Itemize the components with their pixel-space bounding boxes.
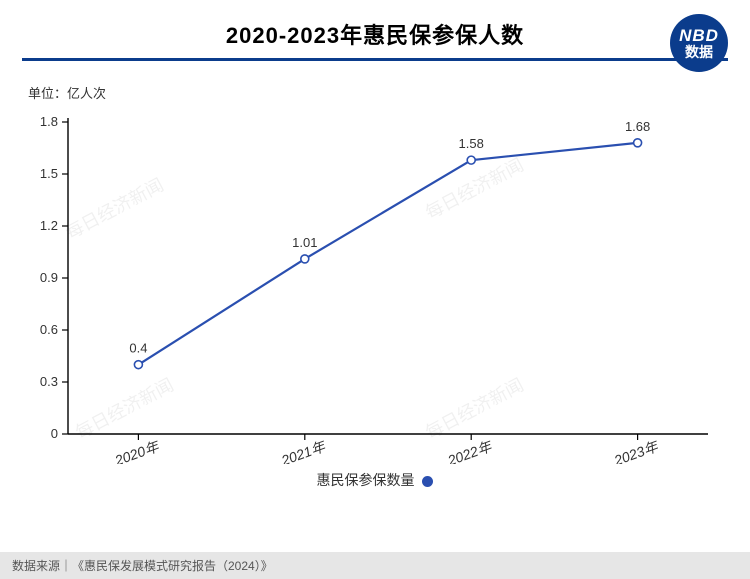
legend-label: 惠民保参保数量 [317,472,415,488]
data-point-label: 1.58 [459,136,484,151]
unit-label: 单位：亿人次 [28,83,750,102]
y-tick-label: 1.2 [40,218,58,233]
data-point-label: 1.01 [292,235,317,250]
nbd-logo: NBD 数据 [670,14,728,72]
y-tick-label: 1.5 [40,166,58,181]
header: 2020-2023年惠民保参保人数 NBD 数据 [0,0,750,58]
x-tick-label: 2020年 [112,437,163,464]
logo-text-top: NBD [679,27,719,44]
x-tick-label: 2023年 [611,437,662,464]
x-tick-label: 2021年 [278,437,329,464]
data-point-label: 1.68 [625,119,650,134]
data-point-label: 0.4 [129,341,147,356]
y-tick-label: 0 [51,426,58,441]
logo-text-bottom: 数据 [685,45,713,59]
page-title: 2020-2023年惠民保参保人数 [226,18,524,50]
y-tick-label: 0.9 [40,270,58,285]
footer-source: 数据来源｜《惠民保发展模式研究报告（2024）》 [0,552,750,579]
y-tick-label: 0.6 [40,322,58,337]
line-chart: 0 0.3 0.6 0.9 1.2 1.5 1.8 2020年 2021年 2022年 2023年 0… [20,104,728,464]
chart-container: 0 0.3 0.6 0.9 1.2 1.5 1.8 2020年 2021年 2022年 2023年 0… [20,104,728,464]
legend: 惠民保参保数量 [0,470,750,490]
legend-dot-icon [422,476,433,487]
y-tick-label: 1.8 [40,114,58,129]
title-underline [22,58,728,61]
y-tick-label: 0.3 [40,374,58,389]
x-tick-label: 2022年 [445,437,496,464]
